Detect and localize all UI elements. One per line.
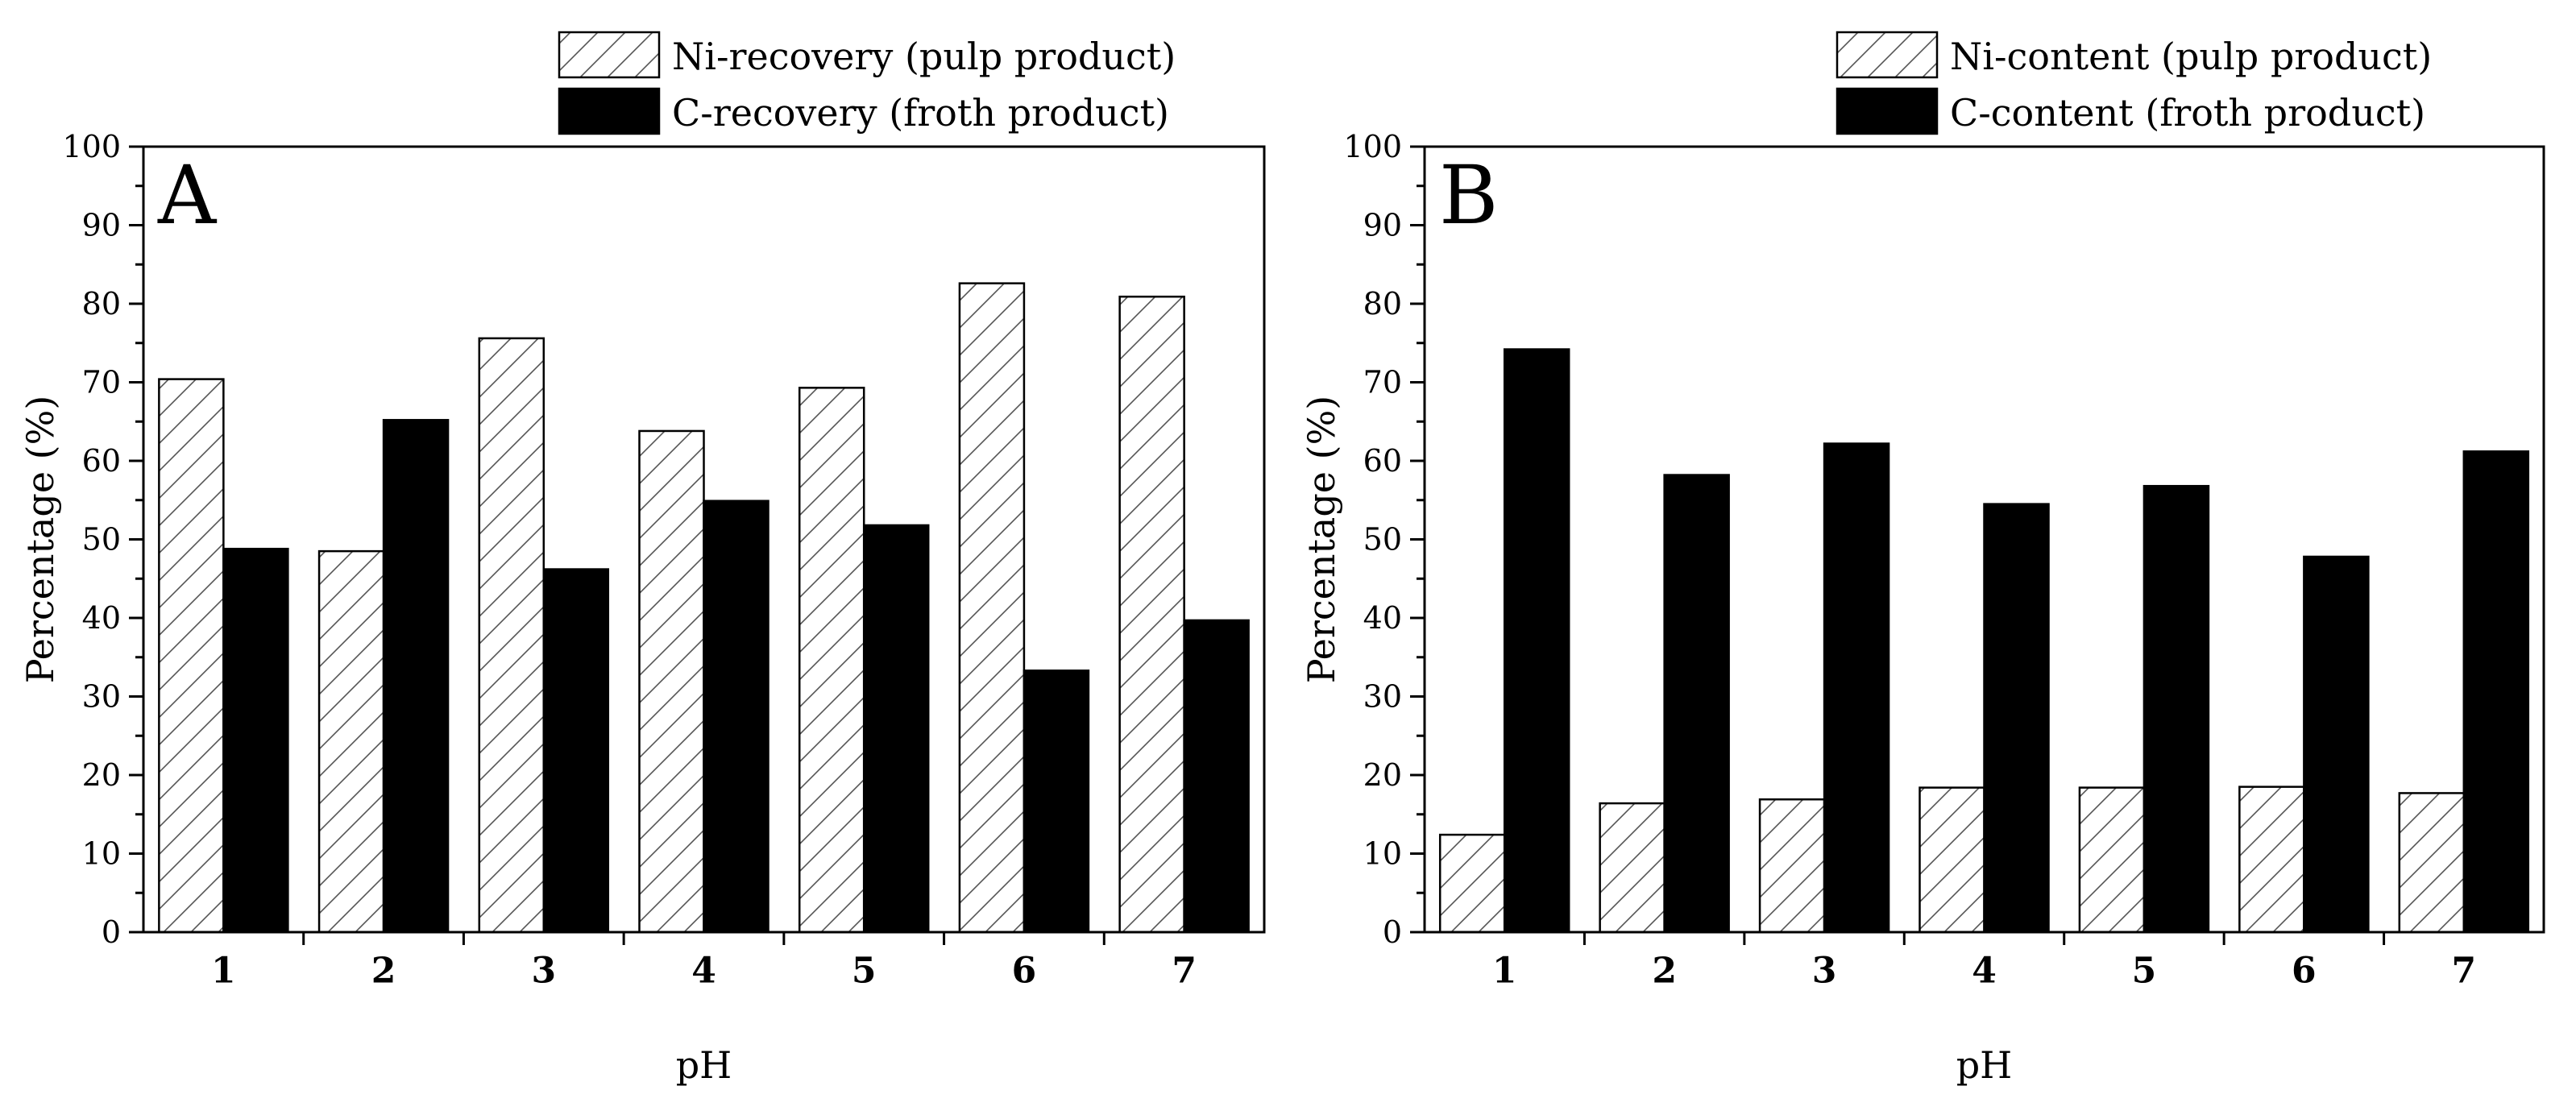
bar-s2-5 [2143, 484, 2210, 934]
bar-s1-6 [2238, 786, 2305, 934]
legend-label-2: C-recovery (froth product) [672, 91, 1169, 135]
bar-s1-5 [798, 387, 865, 934]
bar-s1-6 [958, 282, 1026, 934]
y-tick-label: 90 [82, 208, 121, 243]
y-tick-label: 0 [1383, 914, 1402, 950]
x-tick-label: 1 [211, 951, 236, 992]
legend-swatch-1 [1836, 31, 1939, 79]
bar-s1-2 [1599, 802, 1665, 934]
bar-s2-6 [2303, 555, 2370, 934]
legend-label-2: C-content (froth product) [1950, 91, 2425, 135]
bar-s2-3 [542, 568, 610, 934]
y-tick-label: 30 [1363, 679, 1402, 715]
x-tick-label: 7 [1172, 951, 1197, 992]
x-tick-label: 6 [1012, 951, 1037, 992]
y-tick-label: 20 [82, 757, 121, 793]
y-axis-title: Percentage (%) [19, 396, 62, 684]
panel-label: B [1439, 148, 1499, 243]
y-tick-label: 90 [1363, 208, 1402, 243]
bar-s2-7 [2462, 450, 2530, 934]
y-tick-label: 80 [1363, 286, 1402, 321]
bar-s2-5 [862, 524, 930, 934]
x-axis-title: pH [676, 1043, 732, 1087]
x-tick-label: 6 [2292, 951, 2317, 992]
bar-s1-4 [1919, 786, 1985, 934]
bar-s2-2 [382, 419, 450, 934]
y-tick-label: 100 [62, 129, 121, 164]
x-tick-label: 7 [2451, 951, 2476, 992]
bar-s1-1 [158, 378, 225, 934]
bar-s1-7 [1118, 295, 1185, 934]
bar-s2-1 [222, 547, 289, 934]
y-tick-label: 50 [82, 522, 121, 558]
y-tick-label: 70 [1363, 365, 1402, 400]
y-tick-label: 10 [1363, 836, 1402, 872]
y-tick-label: 60 [82, 443, 121, 479]
bar-s2-6 [1023, 670, 1090, 934]
bar-s1-1 [1438, 833, 1506, 934]
x-tick-label: 4 [1972, 951, 1997, 992]
bar-s1-2 [317, 549, 385, 934]
x-tick-label: 3 [1812, 951, 1837, 992]
x-tick-label: 5 [2132, 951, 2157, 992]
y-tick-label: 80 [82, 286, 121, 321]
y-tick-label: 10 [82, 836, 121, 872]
x-axis-title: pH [1956, 1043, 2013, 1087]
y-tick-label: 20 [1363, 757, 1402, 793]
chart-panel-b: 0 10 20 30 40 50 60 70 80 90 100 1 2 3 4 5 6 7 pH Percentag… [1300, 31, 2545, 1087]
x-tick-label: 2 [371, 951, 396, 992]
legend-label-1: Ni-recovery (pulp product) [672, 35, 1176, 78]
y-tick-label: 60 [1363, 443, 1402, 479]
bar-s1-3 [1758, 798, 1826, 934]
chart-panel-a: 0 10 20 30 40 50 60 70 80 90 100 1 2 3 4 5 6 7 pH Percentag… [19, 31, 1266, 1087]
y-tick-label: 70 [82, 365, 121, 400]
bar-s1-3 [478, 337, 545, 934]
x-tick-label: 4 [691, 951, 716, 992]
bar-s2-3 [1823, 442, 1890, 934]
y-tick-label: 100 [1343, 129, 1402, 164]
legend-swatch-2 [1836, 87, 1939, 135]
x-tick-label: 3 [531, 951, 556, 992]
bar-s1-7 [2398, 792, 2466, 934]
bar-s2-2 [1663, 474, 1730, 934]
x-tick-label: 2 [1652, 951, 1677, 992]
y-axis-title: Percentage (%) [1300, 396, 1343, 684]
x-tick-label: 1 [1492, 951, 1517, 992]
legend-swatch-2 [558, 87, 661, 135]
y-tick-label: 40 [82, 600, 121, 636]
bar-s1-5 [2078, 786, 2146, 934]
y-tick-label: 0 [102, 914, 121, 950]
y-tick-label: 50 [1363, 522, 1402, 558]
panel-label: A [157, 148, 218, 243]
bar-s2-7 [1183, 619, 1250, 934]
legend-label-1: Ni-content (pulp product) [1950, 35, 2432, 78]
bar-s2-1 [1503, 348, 1570, 934]
legend-swatch-1 [558, 31, 661, 79]
bar-s2-4 [1983, 503, 2050, 934]
bar-s1-4 [638, 429, 705, 934]
bar-s2-4 [703, 500, 769, 934]
y-tick-label: 30 [82, 679, 121, 715]
x-tick-label: 5 [852, 951, 877, 992]
y-tick-label: 40 [1363, 600, 1402, 636]
